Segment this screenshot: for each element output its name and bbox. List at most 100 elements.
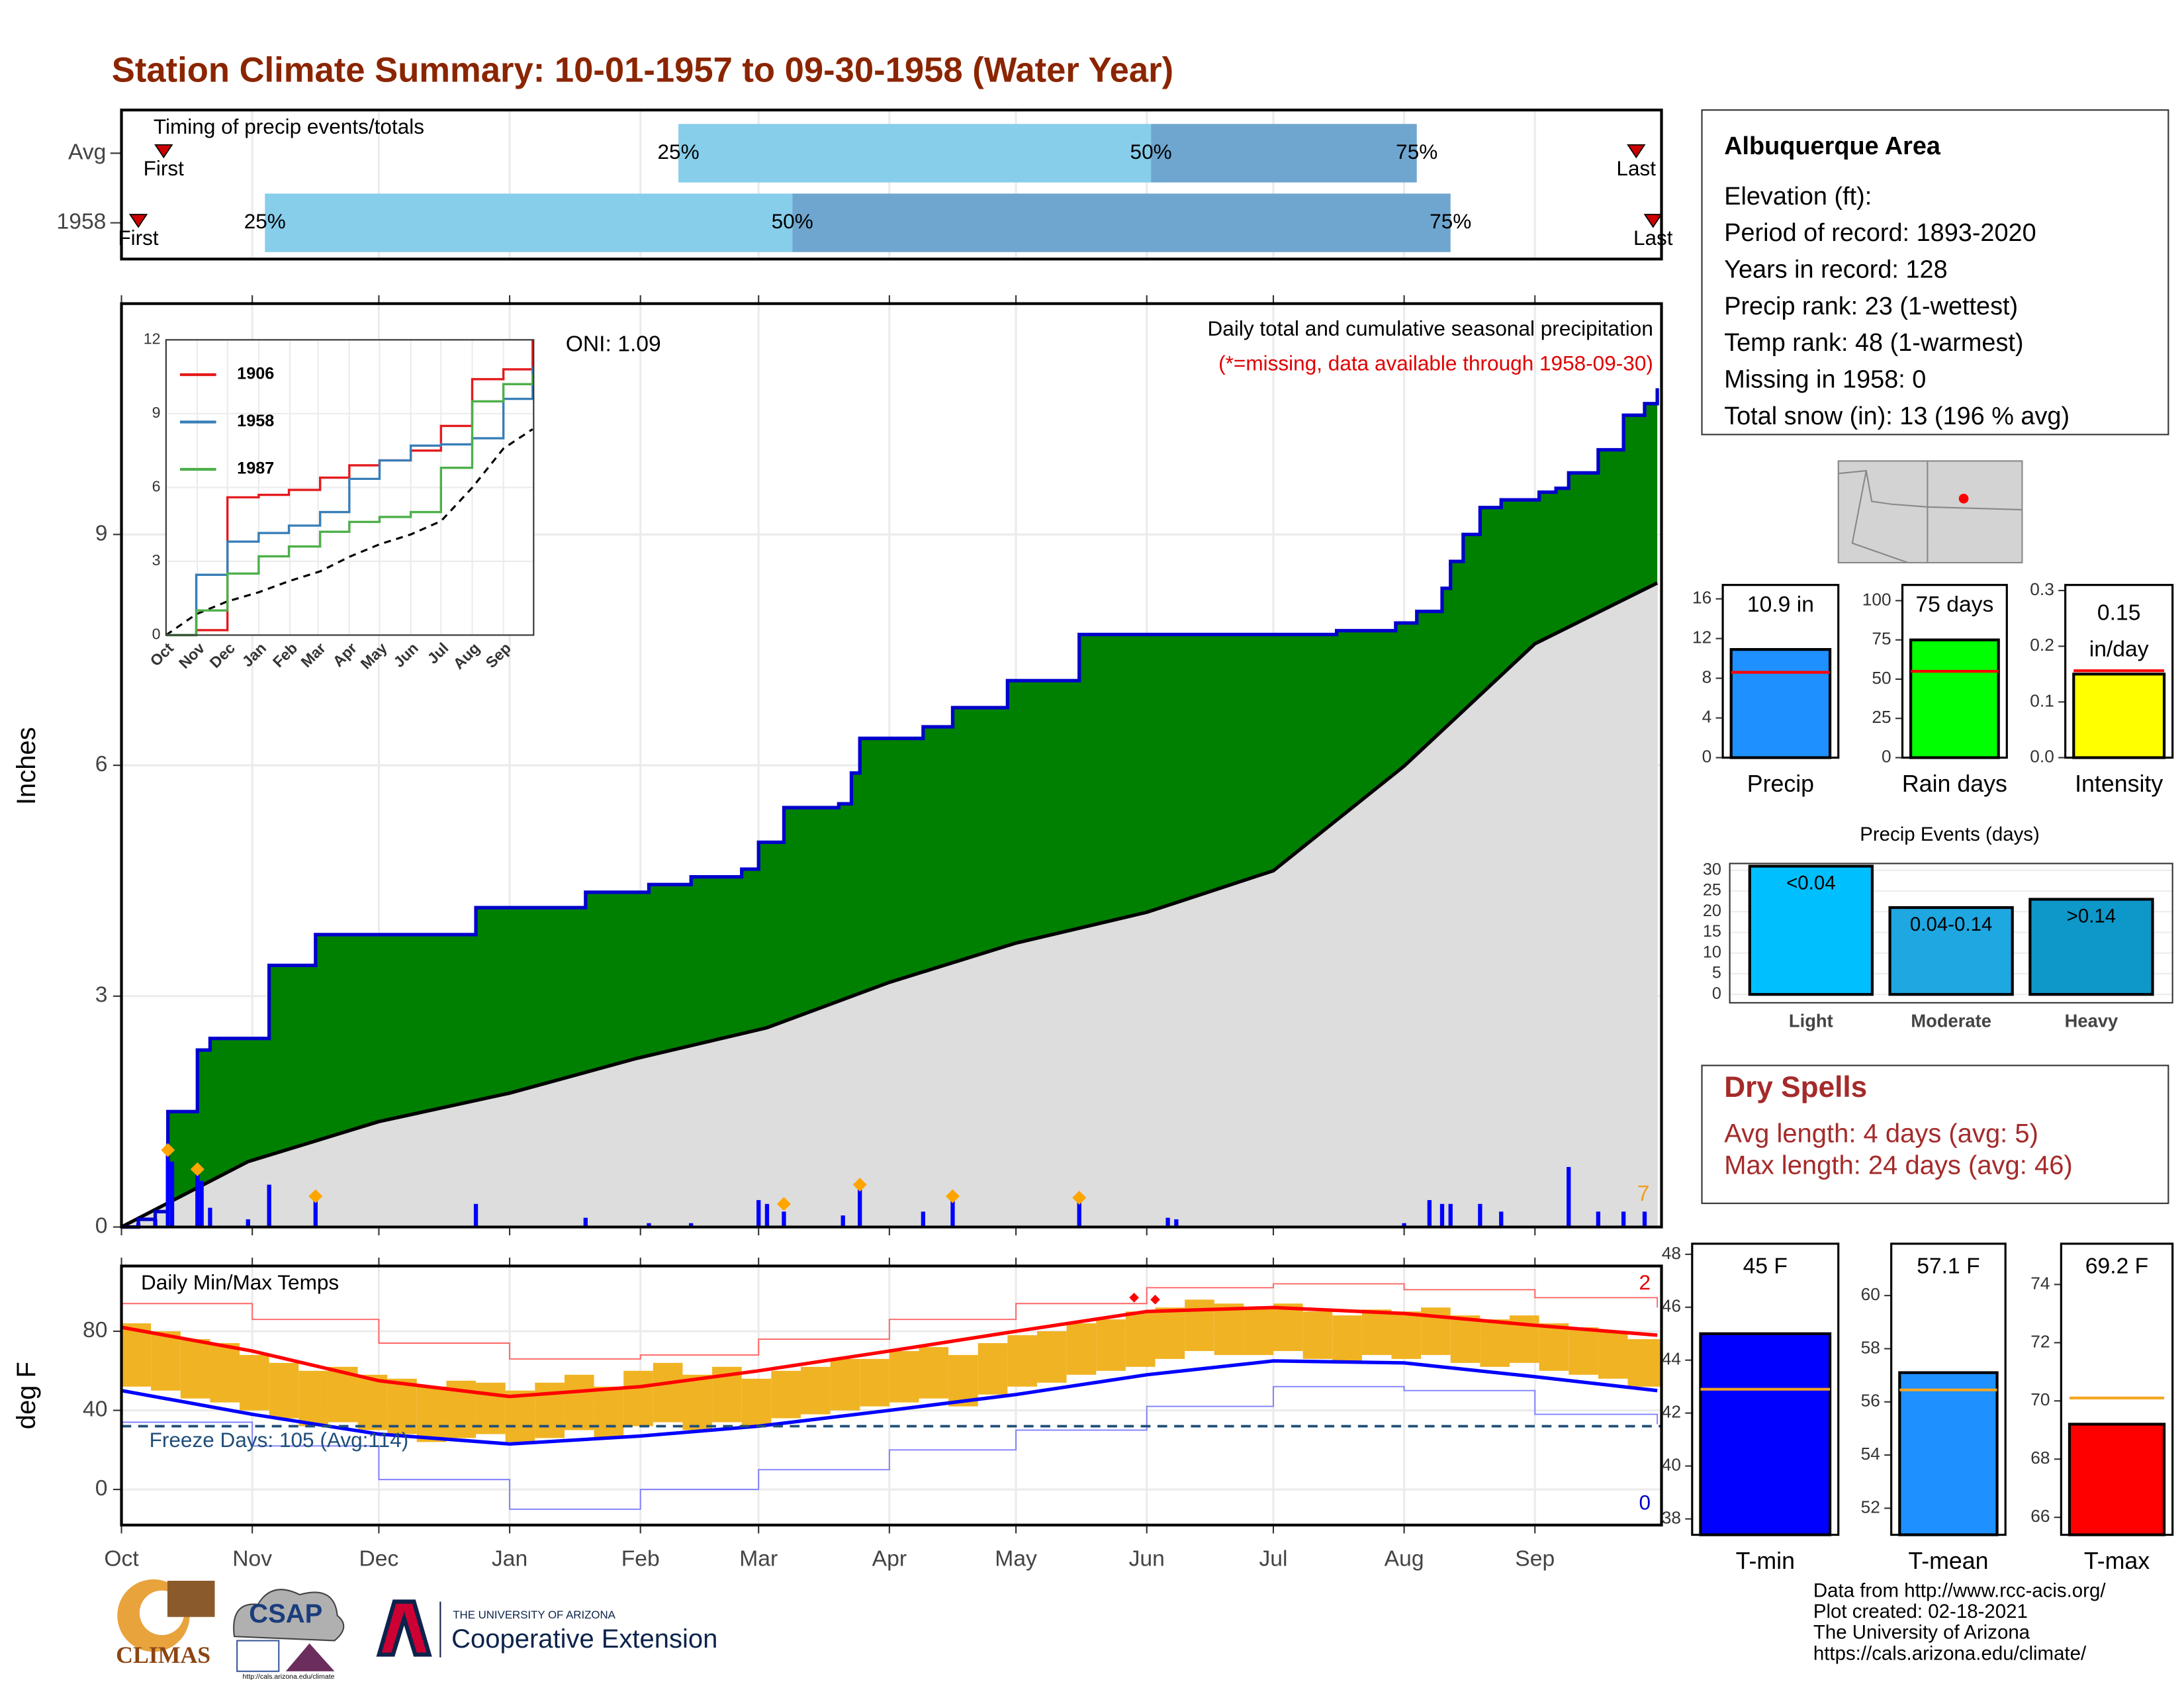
daily-bar [153,1219,158,1227]
station-line: Total snow (in): 13 (196 % avg) [1724,402,2070,430]
daily-range-bar [1007,1335,1037,1387]
daily-range-bar [1185,1299,1214,1351]
threshold-label: >0.14 [2067,906,2116,927]
inset-series-line [165,374,534,637]
y-tick-label: 0.3 [2030,579,2054,599]
daily-range-bar [121,1323,152,1387]
value-label: 0.15 [2097,601,2141,626]
y-axis-title: deg F [12,1362,41,1429]
threshold-label: <0.04 [1786,872,1836,894]
timing-frame [120,109,1663,261]
record-max-line [121,1283,1659,1360]
x-tick-label: Nov [232,1546,272,1571]
daily-range-bar [1155,1307,1185,1359]
daily-bar [1402,1223,1406,1227]
x-tick-label: Apr [872,1546,907,1571]
daily-bar [583,1217,588,1227]
footer-line: Plot created: 02-18-2021 [1813,1601,2028,1622]
daily-range-bar [889,1350,919,1403]
inset-frame [165,339,535,636]
y-tick-label: 12 [1692,628,1711,647]
event-marker [1627,144,1646,159]
total-bar [2072,673,2166,759]
inset-y-tick-label: 3 [152,551,161,569]
y-tick-label: 8 [1702,667,1712,687]
y-axis-title: Inches [12,727,41,805]
daily-bar [764,1203,770,1227]
y-tick-label: 75 [1872,629,1891,649]
daily-range-bar [860,1358,889,1407]
inset-y-tick-label: 0 [152,626,161,643]
daily-range-bar [741,1378,772,1427]
daily-bar [208,1207,212,1227]
y-tick-label: 30 [1703,860,1721,878]
y-tick-label: 48 [1662,1243,1681,1263]
daily-range-bar [505,1390,535,1442]
freeze-label: Freeze Days: 105 (Avg:114) [150,1428,409,1452]
timing-title: Timing of precip events/totals [154,115,424,138]
y-tick-label: 72 [2030,1331,2050,1351]
inset-average-line [165,428,533,636]
quartile-label: 75% [1396,140,1437,164]
daily-bar [921,1211,926,1227]
y-tick-label: 60 [1861,1284,1880,1304]
daily-bar [1596,1211,1601,1227]
daily-range-bar [357,1374,388,1430]
station-line: Missing in 1958: 0 [1724,365,1926,393]
legend-label: 1987 [237,459,274,478]
daily-bar [647,1223,651,1227]
y-tick-label: 5 [1712,964,1721,982]
oni-label: ONI: 1.09 [566,332,661,357]
daily-range-bar [387,1378,417,1434]
map-border [1838,461,2023,563]
dry-spells-box [1701,1064,2169,1204]
daily-range-bar [1244,1307,1273,1355]
value-label: 57.1 F [1917,1254,1979,1278]
daily-range-bar [210,1343,240,1403]
daily-bar [858,1184,862,1227]
daily-bar [267,1184,271,1227]
y-tick-label: 0.0 [2030,746,2054,766]
map [1837,460,2023,564]
csap-url: http://cals.arizona.edu/climate [243,1673,335,1681]
x-tick-label: Aug [1385,1546,1424,1571]
quartile-label: 75% [1430,209,1471,233]
y-tick-label: 40 [1662,1455,1681,1475]
daily-bar [1448,1203,1453,1227]
avg-max-line [121,1305,1658,1399]
event-bar [1748,865,1874,996]
category-label: Heavy [2065,1011,2118,1031]
y-tick-label: 25 [1872,707,1891,727]
total-bar [2068,1423,2166,1536]
daily-range-bar [978,1343,1008,1395]
value-label: 69.2 F [2085,1254,2148,1278]
average-line [120,581,1659,1229]
daily-range-bar [416,1386,447,1442]
dry-spells-title: Dry Spells [1724,1071,1867,1103]
daily-bar [1174,1219,1179,1227]
legend-label: 1958 [237,412,274,430]
y-tick-label: 0 [1882,746,1891,766]
y-tick-label: 20 [1703,902,1721,920]
csap-logo [285,1643,335,1671]
daily-range-bar [1125,1311,1156,1367]
event-marker [128,214,148,228]
x-tick-label: Jan [492,1546,527,1571]
inset-y-tick-label: 6 [152,477,161,494]
legend-label: 1906 [237,365,274,383]
quartile-label: 50% [1130,140,1172,164]
csap-logo [236,1640,280,1672]
daily-bar [165,1150,170,1227]
panel-label: Precip [1747,771,1814,797]
quartile-bar [792,193,1451,252]
y-tick-label: 38 [1662,1508,1681,1528]
event-marker [154,144,173,159]
csap-logo-text: CSAP [249,1599,322,1628]
value-label: 75 days [1915,592,1993,617]
y-tick-label: 46 [1662,1296,1681,1316]
total-bar [1909,638,2000,759]
y-tick-label: 70 [2030,1389,2050,1409]
climas-logo-text: CLIMAS [116,1642,210,1668]
daily-bar [950,1196,955,1227]
marker-label: Last [1633,226,1673,250]
